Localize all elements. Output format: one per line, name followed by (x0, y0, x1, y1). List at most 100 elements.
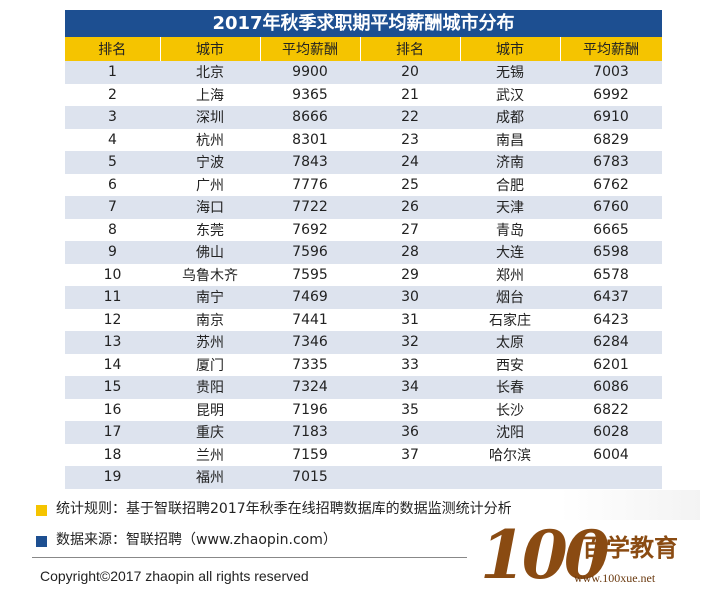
cell-salary: 6201 (560, 353, 662, 376)
cell-salary: 7469 (260, 286, 360, 309)
cell-city: 上海 (160, 83, 260, 106)
cell-city: 沈阳 (460, 421, 560, 444)
cell-rank: 22 (360, 106, 460, 129)
cell-rank: 4 (65, 128, 160, 151)
cell-rank: 13 (65, 331, 160, 354)
logo-url: www.100xue.net (574, 571, 656, 585)
cell-rank: 14 (65, 353, 160, 376)
header-city: 城市 (460, 37, 561, 61)
table-row: 10 乌鲁木齐 7595 29 郑州 6578 (65, 263, 662, 286)
cell-rank: 3 (65, 106, 160, 129)
cell-salary: 7003 (560, 61, 662, 84)
table-row: 15 贵阳 7324 34 长春 6086 (65, 376, 662, 399)
table-row: 7 海口 7722 26 天津 6760 (65, 196, 662, 219)
table-row: 19 福州 7015 (65, 466, 662, 489)
table-row: 11 南宁 7469 30 烟台 6437 (65, 286, 662, 309)
table-row: 12 南京 7441 31 石家庄 6423 (65, 308, 662, 331)
cell-salary: 7595 (260, 263, 360, 286)
cell-city: 宁波 (160, 151, 260, 174)
cell-rank: 9 (65, 241, 160, 264)
cell-city: 天津 (460, 196, 560, 219)
table-row: 3 深圳 8666 22 成都 6910 (65, 106, 662, 129)
cell-salary: 7183 (260, 421, 360, 444)
header-rank: 排名 (65, 37, 161, 61)
cell-city: 广州 (160, 173, 260, 196)
cell-city: 南京 (160, 308, 260, 331)
table-row: 2 上海 9365 21 武汉 6992 (65, 83, 662, 106)
table-row: 9 佛山 7596 28 大连 6598 (65, 241, 662, 264)
cell-rank: 24 (360, 151, 460, 174)
cell-rank: 35 (360, 398, 460, 421)
cell-city: 佛山 (160, 241, 260, 264)
cell-salary: 6578 (560, 263, 662, 286)
cell-city: 厦门 (160, 353, 260, 376)
yellow-square-icon (36, 505, 47, 516)
copyright-text: Copyright©2017 zhaopin all rights reserv… (40, 568, 309, 584)
cell-city: 重庆 (160, 421, 260, 444)
cell-salary: 6086 (560, 376, 662, 399)
cell-rank: 12 (65, 308, 160, 331)
cell-salary: 6028 (560, 421, 662, 444)
cell-salary: 7015 (260, 466, 360, 489)
header-salary: 平均薪酬 (260, 37, 361, 61)
cell-city: 昆明 (160, 398, 260, 421)
table-row: 17 重庆 7183 36 沈阳 6028 (65, 421, 662, 444)
cell-salary: 8301 (260, 128, 360, 151)
table-row: 6 广州 7776 25 合肥 6762 (65, 173, 662, 196)
cell-city: 贵阳 (160, 376, 260, 399)
cell-city: 青岛 (460, 218, 560, 241)
cell-salary: 6783 (560, 151, 662, 174)
brand-logo: 100 百学教育 www.100xue.net (478, 510, 678, 594)
cell-rank: 23 (360, 128, 460, 151)
cell-city: 苏州 (160, 331, 260, 354)
stat-rule-note: 统计规则：基于智联招聘2017年秋季在线招聘数据库的数据监测统计分析 (56, 501, 512, 517)
cell-rank: 10 (65, 263, 160, 286)
table-row: 8 东莞 7692 27 青岛 6665 (65, 218, 662, 241)
cell-rank: 37 (360, 443, 460, 466)
cell-city: 南昌 (460, 128, 560, 151)
table-row: 4 杭州 8301 23 南昌 6829 (65, 128, 662, 151)
cell-city: 北京 (160, 61, 260, 84)
cell-rank: 1 (65, 61, 160, 84)
cell-salary: 7441 (260, 308, 360, 331)
cell-rank: 19 (65, 466, 160, 489)
cell-salary: 7324 (260, 376, 360, 399)
table-row: 5 宁波 7843 24 济南 6783 (65, 151, 662, 174)
cell-city: 烟台 (460, 286, 560, 309)
cell-salary: 8666 (260, 106, 360, 129)
cell-city (460, 466, 560, 489)
cell-rank: 36 (360, 421, 460, 444)
cell-salary: 6665 (560, 218, 662, 241)
cell-salary: 6437 (560, 286, 662, 309)
cell-salary: 6598 (560, 241, 662, 264)
cell-rank: 16 (65, 398, 160, 421)
cell-rank: 2 (65, 83, 160, 106)
cell-salary: 7346 (260, 331, 360, 354)
header-salary: 平均薪酬 (560, 37, 663, 61)
cell-rank: 21 (360, 83, 460, 106)
cell-city: 无锡 (460, 61, 560, 84)
cell-city: 杭州 (160, 128, 260, 151)
cell-salary: 7596 (260, 241, 360, 264)
cell-rank: 11 (65, 286, 160, 309)
cell-rank: 26 (360, 196, 460, 219)
cell-city: 济南 (460, 151, 560, 174)
logo-mark: 100 (480, 516, 610, 590)
cell-city: 长沙 (460, 398, 560, 421)
cell-rank: 8 (65, 218, 160, 241)
blue-square-icon (36, 536, 47, 547)
cell-rank: 28 (360, 241, 460, 264)
cell-city: 合肥 (460, 173, 560, 196)
cell-rank: 5 (65, 151, 160, 174)
cell-city: 武汉 (460, 83, 560, 106)
cell-city: 南宁 (160, 286, 260, 309)
cell-rank: 33 (360, 353, 460, 376)
cell-city: 福州 (160, 466, 260, 489)
table-header-row: 排名 城市 平均薪酬 排名 城市 平均薪酬 (65, 37, 663, 61)
cell-rank: 18 (65, 443, 160, 466)
header-rank: 排名 (360, 37, 461, 61)
cell-rank: 15 (65, 376, 160, 399)
cell-salary: 6762 (560, 173, 662, 196)
table-row: 13 苏州 7346 32 太原 6284 (65, 331, 662, 354)
cell-city: 西安 (460, 353, 560, 376)
